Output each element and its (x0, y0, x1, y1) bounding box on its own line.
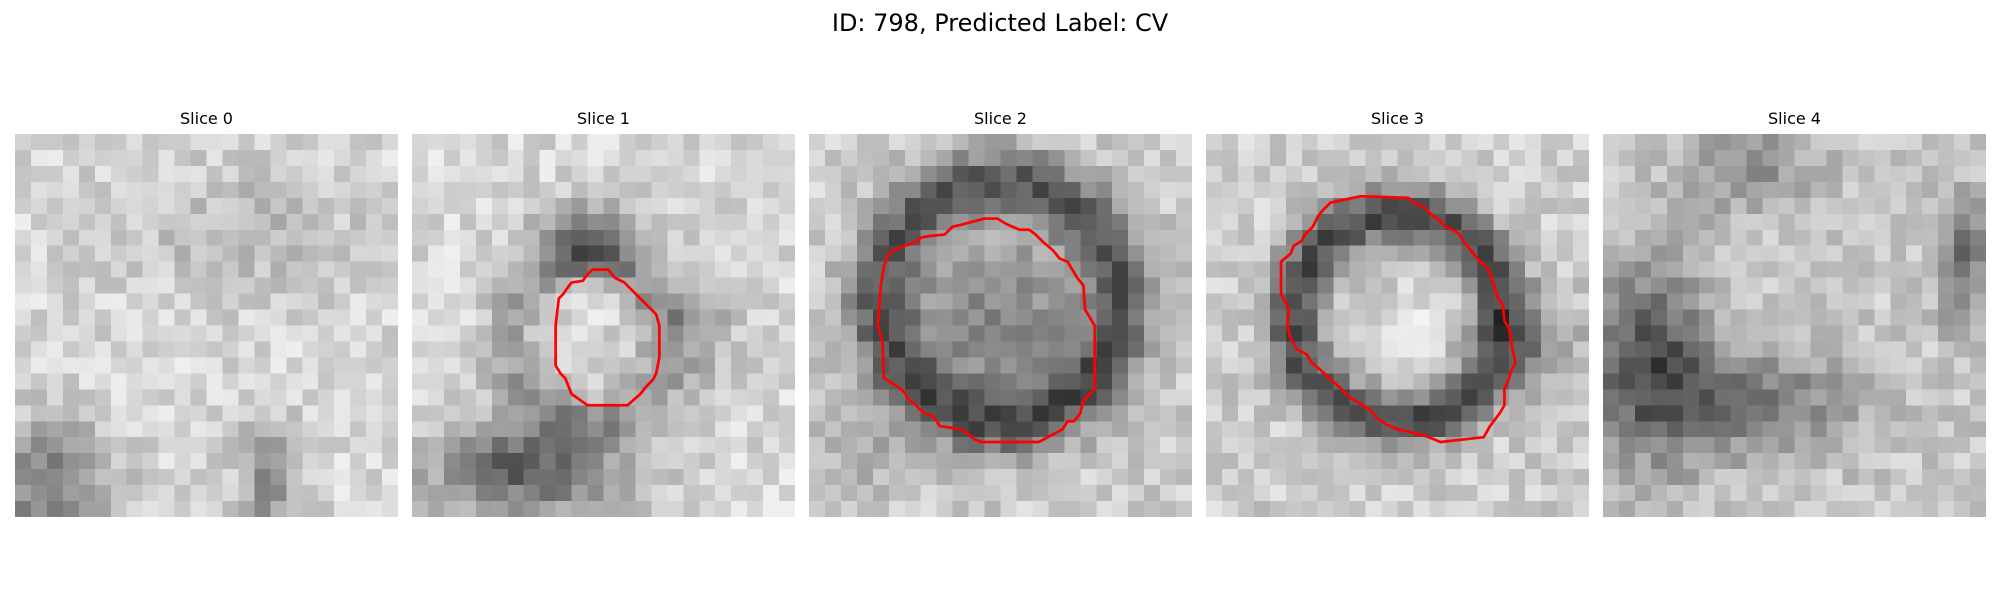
slice-title: Slice 0 (180, 109, 233, 128)
slice-image (15, 134, 398, 517)
slice-image (412, 134, 795, 517)
slice-title: Slice 4 (1768, 109, 1821, 128)
segmentation-contour (554, 268, 661, 407)
slice-panel-3: Slice 3 (1206, 108, 1589, 517)
slice-title: Slice 3 (1371, 109, 1424, 128)
segmentation-contour (1279, 194, 1517, 444)
slice-panel-4: Slice 4 (1603, 108, 1986, 517)
slice-image (1206, 134, 1589, 517)
slice-image (1603, 134, 1986, 517)
figure-title: ID: 798, Predicted Label: CV (831, 9, 1169, 37)
slice-title: Slice 2 (974, 109, 1027, 128)
slice-title: Slice 1 (577, 109, 630, 128)
slice-image (809, 134, 1192, 517)
slice-panel-2: Slice 2 (809, 108, 1192, 517)
slice-panel-0: Slice 0 (15, 108, 398, 517)
slice-panel-1: Slice 1 (412, 108, 795, 517)
segmentation-contour (876, 217, 1097, 444)
